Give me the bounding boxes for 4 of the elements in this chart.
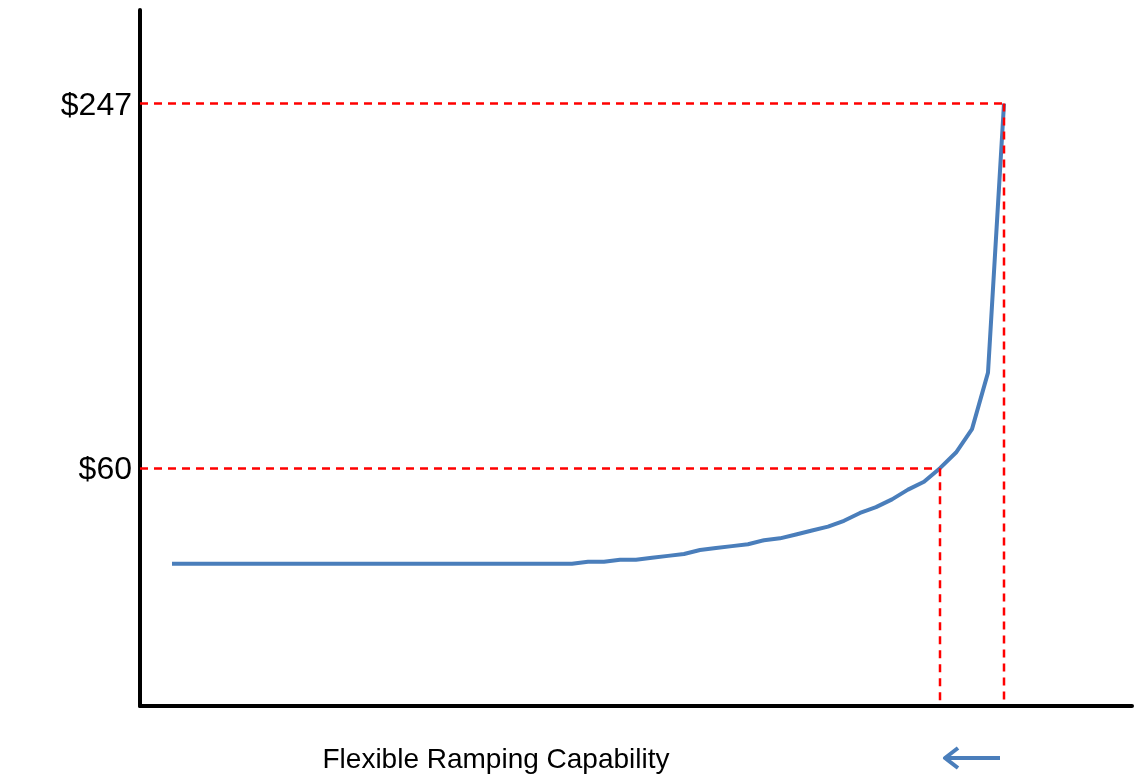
y-tick-label: $247: [60, 85, 132, 122]
y-tick-label: $60: [78, 450, 132, 487]
x-axis-title: Flexible Ramping Capability: [322, 742, 670, 774]
line-series: [170, 101, 1006, 566]
